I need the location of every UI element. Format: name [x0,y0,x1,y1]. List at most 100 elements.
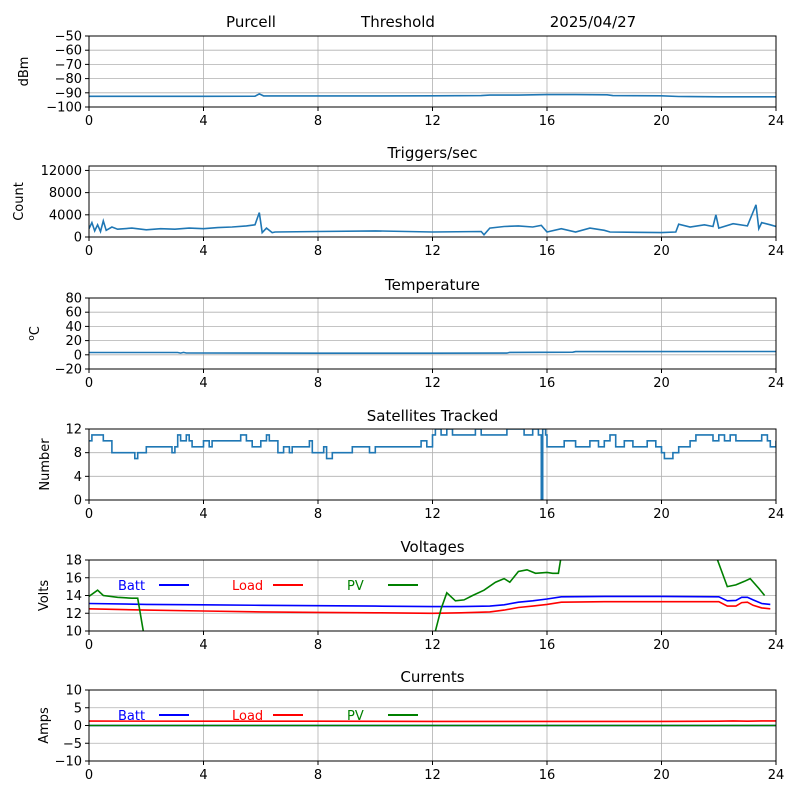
header-date: 2025/04/27 [550,13,636,31]
y-axis-label: dBm [17,57,32,87]
y-tick-label: 80 [65,292,82,307]
y-tick-label: −60 [55,44,82,59]
x-tick-label: 20 [653,114,670,129]
y-tick-label: 0 [74,231,82,246]
x-tick-label: 8 [314,244,322,259]
x-tick-label: 12 [424,768,441,783]
x-tick-label: 0 [85,376,93,391]
y-axis-label-degree: o [27,335,37,341]
x-tick-label: 20 [653,638,670,653]
y-tick-label: 5 [74,701,82,716]
y-tick-label: −50 [55,30,82,45]
x-tick-label: 4 [199,768,207,783]
chart-panel-4: 0 4 8 12 16 20 24 10 12 14 16 18 Voltages Volts Batt Lo… [37,538,784,653]
y-tick-label: 20 [65,334,82,349]
x-tick-label: 24 [768,507,785,522]
x-tick-label: 12 [424,114,441,129]
y-axis-label: oC [27,326,43,341]
x-tick-label: 20 [653,507,670,522]
y-tick-label: 10 [65,684,82,699]
series-line-load [89,720,776,723]
legend-label-batt: Batt [118,579,145,594]
chart-title: Triggers/sec [387,144,478,162]
x-tick-label: 20 [653,244,670,259]
x-tick-label: 12 [424,507,441,522]
y-tick-label: 12000 [41,164,82,179]
chart-panel-0: 0 4 8 12 16 20 24 −100−90−80−70−60−50 dBm [17,30,784,130]
y-tick-label: −10 [55,755,82,770]
chart-panel-3: 0 4 8 12 16 20 24 0 4 8 12 Satellites Tracked Number [38,407,784,522]
series-line-batt [89,595,771,608]
x-tick-label: 8 [314,638,322,653]
x-tick-label: 16 [539,114,556,129]
legend-label-batt: Batt [118,709,145,724]
x-tick-label: 16 [539,376,556,391]
series-line-0 [89,93,776,98]
x-tick-label: 4 [199,114,207,129]
y-tick-label: 16 [65,571,82,586]
y-tick-label: 14 [65,589,82,604]
chart-panel-1: 0 4 8 12 16 20 24 0 4000 8000 12000 Triggers/sec Cou… [12,144,784,259]
x-tick-label: 12 [424,376,441,391]
x-tick-label: 16 [539,768,556,783]
x-tick-label: 16 [539,638,556,653]
x-tick-label: 24 [768,244,785,259]
chart-title: Satellites Tracked [367,407,498,425]
x-tick-label: 8 [314,114,322,129]
x-tick-label: 8 [314,376,322,391]
x-tick-label: 4 [199,507,207,522]
y-tick-label: −90 [55,86,82,101]
x-tick-label: 24 [768,768,785,783]
x-tick-label: 16 [539,507,556,522]
y-tick-label: 12 [65,423,82,438]
y-tick-label: 40 [65,320,82,335]
x-tick-label: 0 [85,507,93,522]
y-tick-label: 0 [74,719,82,734]
y-tick-label: −5 [63,737,82,752]
x-tick-label: 0 [85,768,93,783]
x-tick-label: 0 [85,638,93,653]
y-tick-label: −100 [46,101,82,116]
x-tick-label: 24 [768,114,785,129]
y-tick-label: 0 [74,348,82,363]
series-line-0 [89,350,776,354]
x-tick-label: 24 [768,376,785,391]
y-tick-label: −70 [55,58,82,73]
series-line-pv [89,560,766,631]
legend-label-pv: PV [347,579,364,594]
legend-label-pv: PV [347,709,364,724]
y-axis-label: Volts [37,580,52,612]
x-tick-label: 0 [85,244,93,259]
chart-panel-5: 0 4 8 12 16 20 24 −10 −5 0 5 10 Currents Amps Batt Load… [37,668,784,783]
x-tick-label: 4 [199,244,207,259]
x-tick-label: 4 [199,638,207,653]
y-axis-label: Number [38,438,53,491]
x-tick-label: 24 [768,638,785,653]
x-tick-label: 8 [314,507,322,522]
series-line-0 [89,429,776,500]
x-tick-label: 20 [653,768,670,783]
series-line-load [89,600,771,615]
y-axis-label-unit: C [28,326,43,335]
x-tick-label: 12 [424,244,441,259]
chart-title: Temperature [384,276,480,294]
y-tick-label: −80 [55,72,82,87]
y-tick-label: 0 [74,494,82,509]
y-tick-label: 8 [74,446,82,461]
x-tick-label: 4 [199,376,207,391]
x-tick-label: 16 [539,244,556,259]
x-tick-label: 8 [314,768,322,783]
series-line-0 [89,204,776,237]
y-tick-label: 4000 [49,208,82,223]
y-tick-label: 4 [74,470,82,485]
header-station: Purcell [226,13,276,31]
header-label: Threshold [360,13,435,31]
x-tick-label: 12 [424,638,441,653]
x-tick-label: 20 [653,376,670,391]
y-axis-label: Count [12,182,27,221]
legend-label-load: Load [232,579,263,594]
